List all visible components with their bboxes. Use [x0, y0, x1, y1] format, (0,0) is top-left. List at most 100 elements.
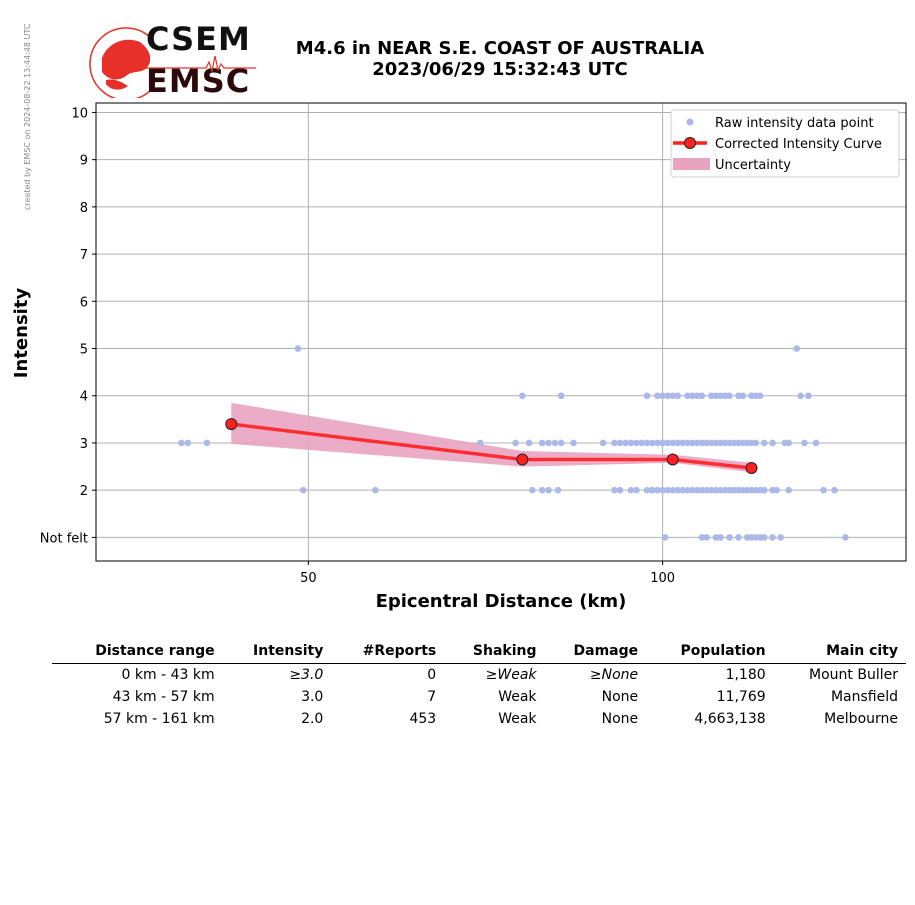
legend-uncertainty-label: Uncertainty [715, 158, 791, 173]
y-tick-label: Not felt [40, 531, 88, 546]
raw-data-point [717, 439, 724, 447]
raw-data-point [769, 439, 776, 447]
raw-data-point [616, 439, 624, 447]
raw-data-point [294, 345, 302, 352]
cell-intensity: 3.0 [301, 689, 324, 705]
raw-data-point [793, 345, 800, 352]
cell-shaking: Weak [498, 689, 537, 705]
raw-data-point [698, 392, 706, 400]
x-tick-label: 100 [650, 571, 675, 586]
raw-data-point [708, 439, 715, 447]
cell-shaking: Weak [498, 711, 537, 727]
raw-data-point [684, 439, 691, 447]
legend-box [670, 109, 900, 178]
raw-data-point [661, 534, 669, 541]
raw-data-point [735, 534, 742, 541]
table-row: 43 km - 57 km 3.0 7 Weak None 11,769 Man… [52, 686, 906, 708]
y-tick-label: 10 [71, 106, 88, 121]
header-distance-range: Distance range [52, 640, 223, 664]
y-tick-label: 2 [80, 484, 88, 499]
raw-data-point [689, 392, 696, 400]
raw-data-point [760, 534, 768, 541]
corrected-curve-line [231, 422, 752, 470]
csem-emsc-logo: CSEM EMSC [88, 18, 258, 101]
legend: Raw intensity data point Corrected Inten… [670, 109, 900, 178]
corrected-curve-point [225, 418, 238, 431]
y-axis-label: Intensity [11, 288, 32, 379]
raw-data-point [717, 392, 724, 400]
y-tick-label: 3 [80, 437, 88, 452]
raw-data-point [664, 439, 671, 447]
x-axis-label: Epicentral Distance (km) [376, 591, 627, 612]
raw-data-point [698, 486, 706, 494]
raw-data-point [372, 486, 379, 494]
cell-population: 11,769 [716, 689, 766, 705]
cell-distance: 57 km - 161 km [103, 711, 215, 727]
raw-data-point [684, 486, 691, 494]
raw-data-point [570, 439, 577, 447]
raw-data-point [299, 486, 307, 494]
table-row: 57 km - 161 km 2.0 453 Weak None 4,663,1… [52, 708, 906, 730]
raw-data-point [712, 486, 720, 494]
raw-data-point [638, 439, 646, 447]
raw-data-point [769, 534, 776, 541]
legend-curve-marker [684, 137, 696, 149]
raw-data-point [739, 392, 747, 400]
raw-data-point [525, 439, 533, 447]
raw-data-point [643, 486, 651, 494]
logo-text-csem: CSEM [146, 20, 251, 58]
raw-data-point [616, 486, 624, 494]
raw-data-point [659, 439, 666, 447]
cell-damage: None [601, 711, 639, 727]
raw-data-point [654, 486, 661, 494]
cell-reports: 0 [427, 667, 437, 683]
raw-data-point [712, 439, 720, 447]
raw-data-point [203, 439, 211, 447]
raw-data-point [599, 439, 607, 447]
raw-data-point [693, 439, 701, 447]
raw-data-point [611, 486, 618, 494]
x-tick-label: 50 [300, 571, 317, 586]
plot-frame [95, 102, 907, 562]
legend-raw-label: Raw intensity data point [715, 116, 874, 131]
raw-data-point [643, 439, 651, 447]
raw-data-point [679, 439, 686, 447]
header-shaking: Shaking [444, 640, 545, 664]
raw-data-point [659, 486, 666, 494]
raw-data-point [557, 392, 565, 400]
y-tick-label: 5 [80, 343, 88, 358]
y-tick-label: 7 [80, 248, 88, 263]
cell-damage: None [601, 689, 639, 705]
raw-data-point [674, 392, 682, 400]
cell-reports: 453 [409, 711, 437, 727]
raw-data-point [654, 439, 661, 447]
raw-data-point [693, 392, 701, 400]
cell-main-city: Mansfield [830, 689, 898, 705]
tick-labels: Not felt 2 3 4 5 6 7 8 9 10 50 100 [40, 106, 675, 586]
raw-data-point [726, 392, 733, 400]
cell-main-city: Mount Buller [809, 667, 898, 683]
raw-data-point [627, 439, 635, 447]
raw-data-point [726, 534, 733, 541]
table-row: 0 km - 43 km ≥3.0 0 ≥Weak ≥None 1,180 Mo… [52, 664, 906, 687]
raw-data-point [538, 486, 546, 494]
y-tick-label: 4 [80, 390, 88, 405]
header-reports: #Reports [331, 640, 445, 664]
y-tick-label: 9 [80, 154, 88, 169]
cell-intensity: ≥3.0 [289, 667, 324, 683]
raw-data-point [648, 439, 656, 447]
raw-data-point [664, 392, 671, 400]
raw-data-point [529, 486, 536, 494]
raw-data-point [698, 439, 706, 447]
header-intensity: Intensity [222, 640, 332, 664]
header-population: Population [646, 640, 774, 664]
raw-data-point [752, 439, 760, 447]
raw-data-point [703, 486, 710, 494]
raw-data-point [760, 439, 768, 447]
legend-uncertainty-swatch [673, 158, 710, 170]
cell-main-city: Melbourne [824, 711, 898, 727]
raw-data-point [812, 439, 820, 447]
header-main-city: Main city [773, 640, 906, 664]
raw-data-point [708, 486, 715, 494]
raw-data-point [674, 486, 682, 494]
